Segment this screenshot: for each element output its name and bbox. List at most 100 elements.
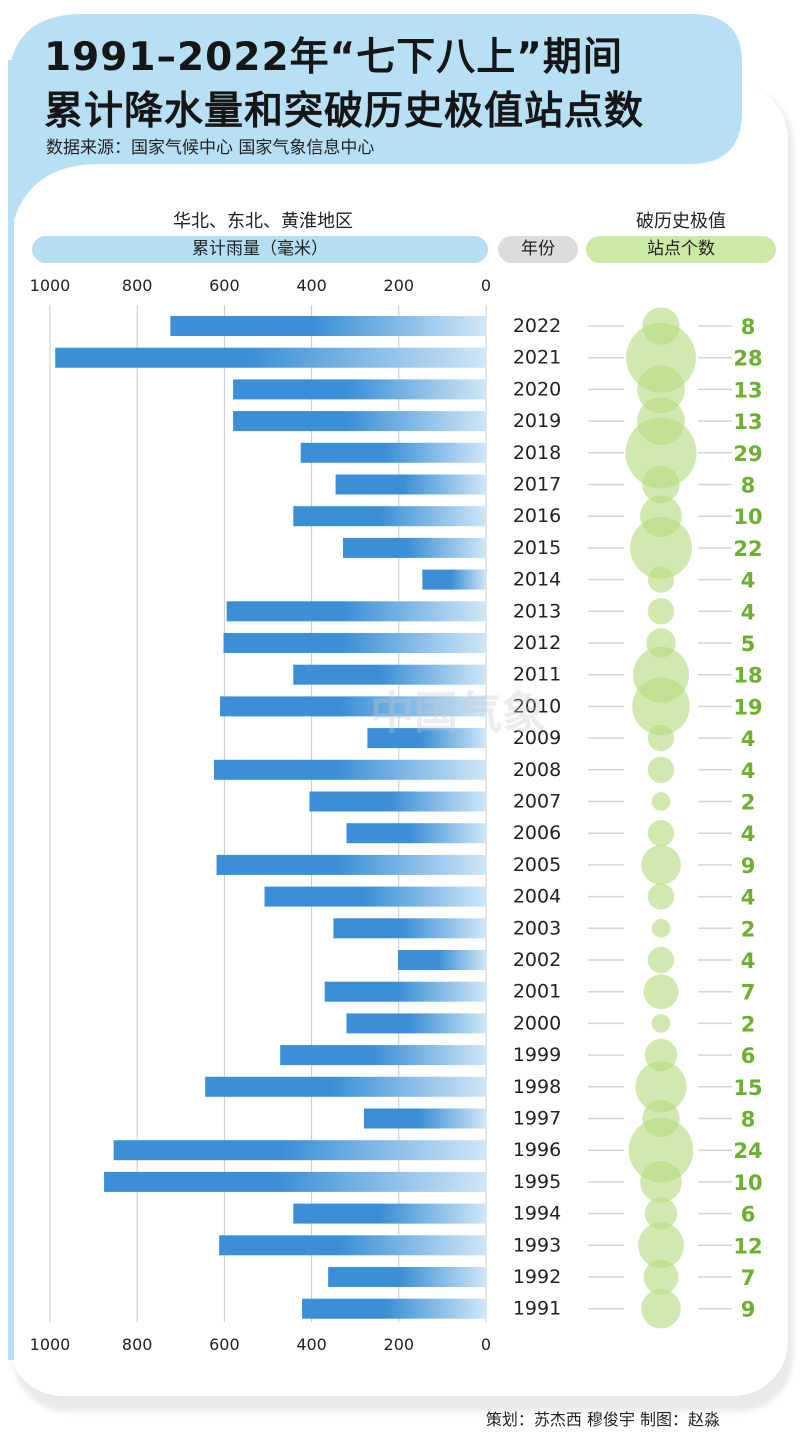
count-label: 15: [733, 1076, 762, 1100]
tick-label-top: 0: [481, 276, 491, 295]
tick-label-bottom: 200: [384, 1335, 415, 1354]
year-label: 1994: [513, 1203, 561, 1225]
count-label: 4: [741, 822, 756, 846]
count-label: 22: [733, 537, 762, 561]
bar: [309, 791, 486, 812]
bar: [422, 569, 486, 590]
year-label: 2012: [513, 632, 561, 654]
year-label: 2014: [513, 569, 561, 591]
region-label: 华北、东北、黄淮地区: [173, 211, 353, 232]
bar: [205, 1076, 486, 1097]
tick-label-top: 400: [296, 276, 327, 295]
count-label: 2: [741, 791, 756, 815]
bubble: [630, 516, 692, 579]
bar: [346, 823, 486, 844]
count-label: 19: [733, 695, 762, 719]
title-line-1: 1991–2022年“七下八上”期间: [44, 35, 623, 80]
count-label: 6: [741, 1044, 756, 1068]
bubble: [647, 820, 675, 847]
bubble: [647, 566, 675, 593]
count-label: 10: [733, 1171, 762, 1195]
year-label: 2010: [513, 695, 561, 717]
year-label: 2017: [513, 474, 561, 496]
bubble: [641, 845, 681, 885]
bar: [223, 633, 486, 653]
year-label: 2015: [513, 537, 561, 559]
year-label: 2000: [513, 1012, 561, 1034]
year-label: 2016: [513, 505, 561, 527]
watermark: 中国气象: [370, 688, 546, 739]
year-label: 1997: [513, 1108, 561, 1130]
year-label: 2004: [513, 886, 561, 908]
year-label: 2003: [513, 917, 561, 939]
year-label: 1999: [513, 1044, 561, 1066]
bubble: [647, 883, 675, 910]
bar: [293, 664, 486, 685]
tick-label-top: 800: [122, 276, 153, 295]
count-label: 7: [741, 981, 756, 1005]
bar: [220, 696, 487, 717]
year-header: 年份: [498, 236, 578, 263]
bubble: [642, 465, 680, 504]
bar: [324, 981, 486, 1002]
count-label: 4: [741, 949, 756, 973]
bar: [104, 1171, 487, 1192]
credits: 策划：苏杰西 穆俊宇 制图：赵淼: [485, 1410, 720, 1429]
count-label: 6: [741, 1203, 756, 1227]
bar: [216, 854, 486, 875]
banner-edge: [8, 60, 14, 1360]
count-label: 4: [741, 569, 756, 593]
count-label: 4: [741, 727, 756, 751]
count-label: 8: [741, 474, 756, 498]
bubble: [651, 1014, 671, 1033]
count-label: 9: [741, 1298, 756, 1322]
bubble: [628, 1117, 694, 1183]
bubble: [635, 1061, 687, 1113]
tick-label-bottom: 800: [122, 1335, 153, 1354]
year-label: 2007: [513, 791, 561, 813]
title-line-2: 累计降水量和突破历史极值站点数: [44, 89, 645, 134]
tick-label-bottom: 600: [209, 1335, 240, 1354]
count-label: 4: [741, 600, 756, 624]
count-label: 4: [741, 886, 756, 910]
bar: [367, 728, 486, 749]
bar: [233, 411, 486, 432]
bubble: [647, 598, 675, 625]
count-label: 18: [733, 664, 762, 688]
bar: [233, 379, 486, 400]
year-label: 2021: [513, 347, 561, 369]
bubble: [644, 1197, 678, 1230]
count-label: 2: [741, 1012, 756, 1036]
count-label: 8: [741, 1108, 756, 1132]
bubble: [638, 1222, 684, 1269]
stations-header-bottom: 站点个数: [586, 236, 776, 263]
bar: [328, 1267, 486, 1287]
year-label: 2020: [513, 378, 561, 400]
bar: [342, 537, 486, 558]
year-label: 2009: [513, 727, 561, 749]
rain-header: 累计雨量（毫米）: [32, 236, 488, 263]
bar: [397, 950, 486, 970]
bubble: [643, 974, 679, 1010]
year-label: 1992: [513, 1266, 561, 1288]
bar: [264, 886, 486, 907]
count-label: 5: [741, 632, 756, 656]
bubble: [641, 1288, 681, 1329]
bubble: [651, 792, 671, 811]
count-label: 10: [733, 505, 762, 529]
year-label: 1993: [513, 1234, 561, 1256]
year-label: 1998: [513, 1076, 561, 1098]
tick-label-bottom: 0: [481, 1335, 491, 1354]
count-label: 13: [733, 378, 762, 402]
bubble: [647, 946, 675, 974]
count-label: 9: [741, 854, 756, 878]
bar: [280, 1045, 486, 1066]
count-label: 4: [741, 759, 756, 783]
tick-label-top: 600: [209, 276, 240, 295]
stations-header-top: 破历史极值: [636, 211, 726, 232]
year-label: 2008: [513, 759, 561, 781]
data-source: 数据来源：国家气候中心 国家气象信息中心: [46, 138, 375, 158]
year-label: 1991: [513, 1298, 561, 1320]
year-label: 2011: [513, 664, 561, 686]
